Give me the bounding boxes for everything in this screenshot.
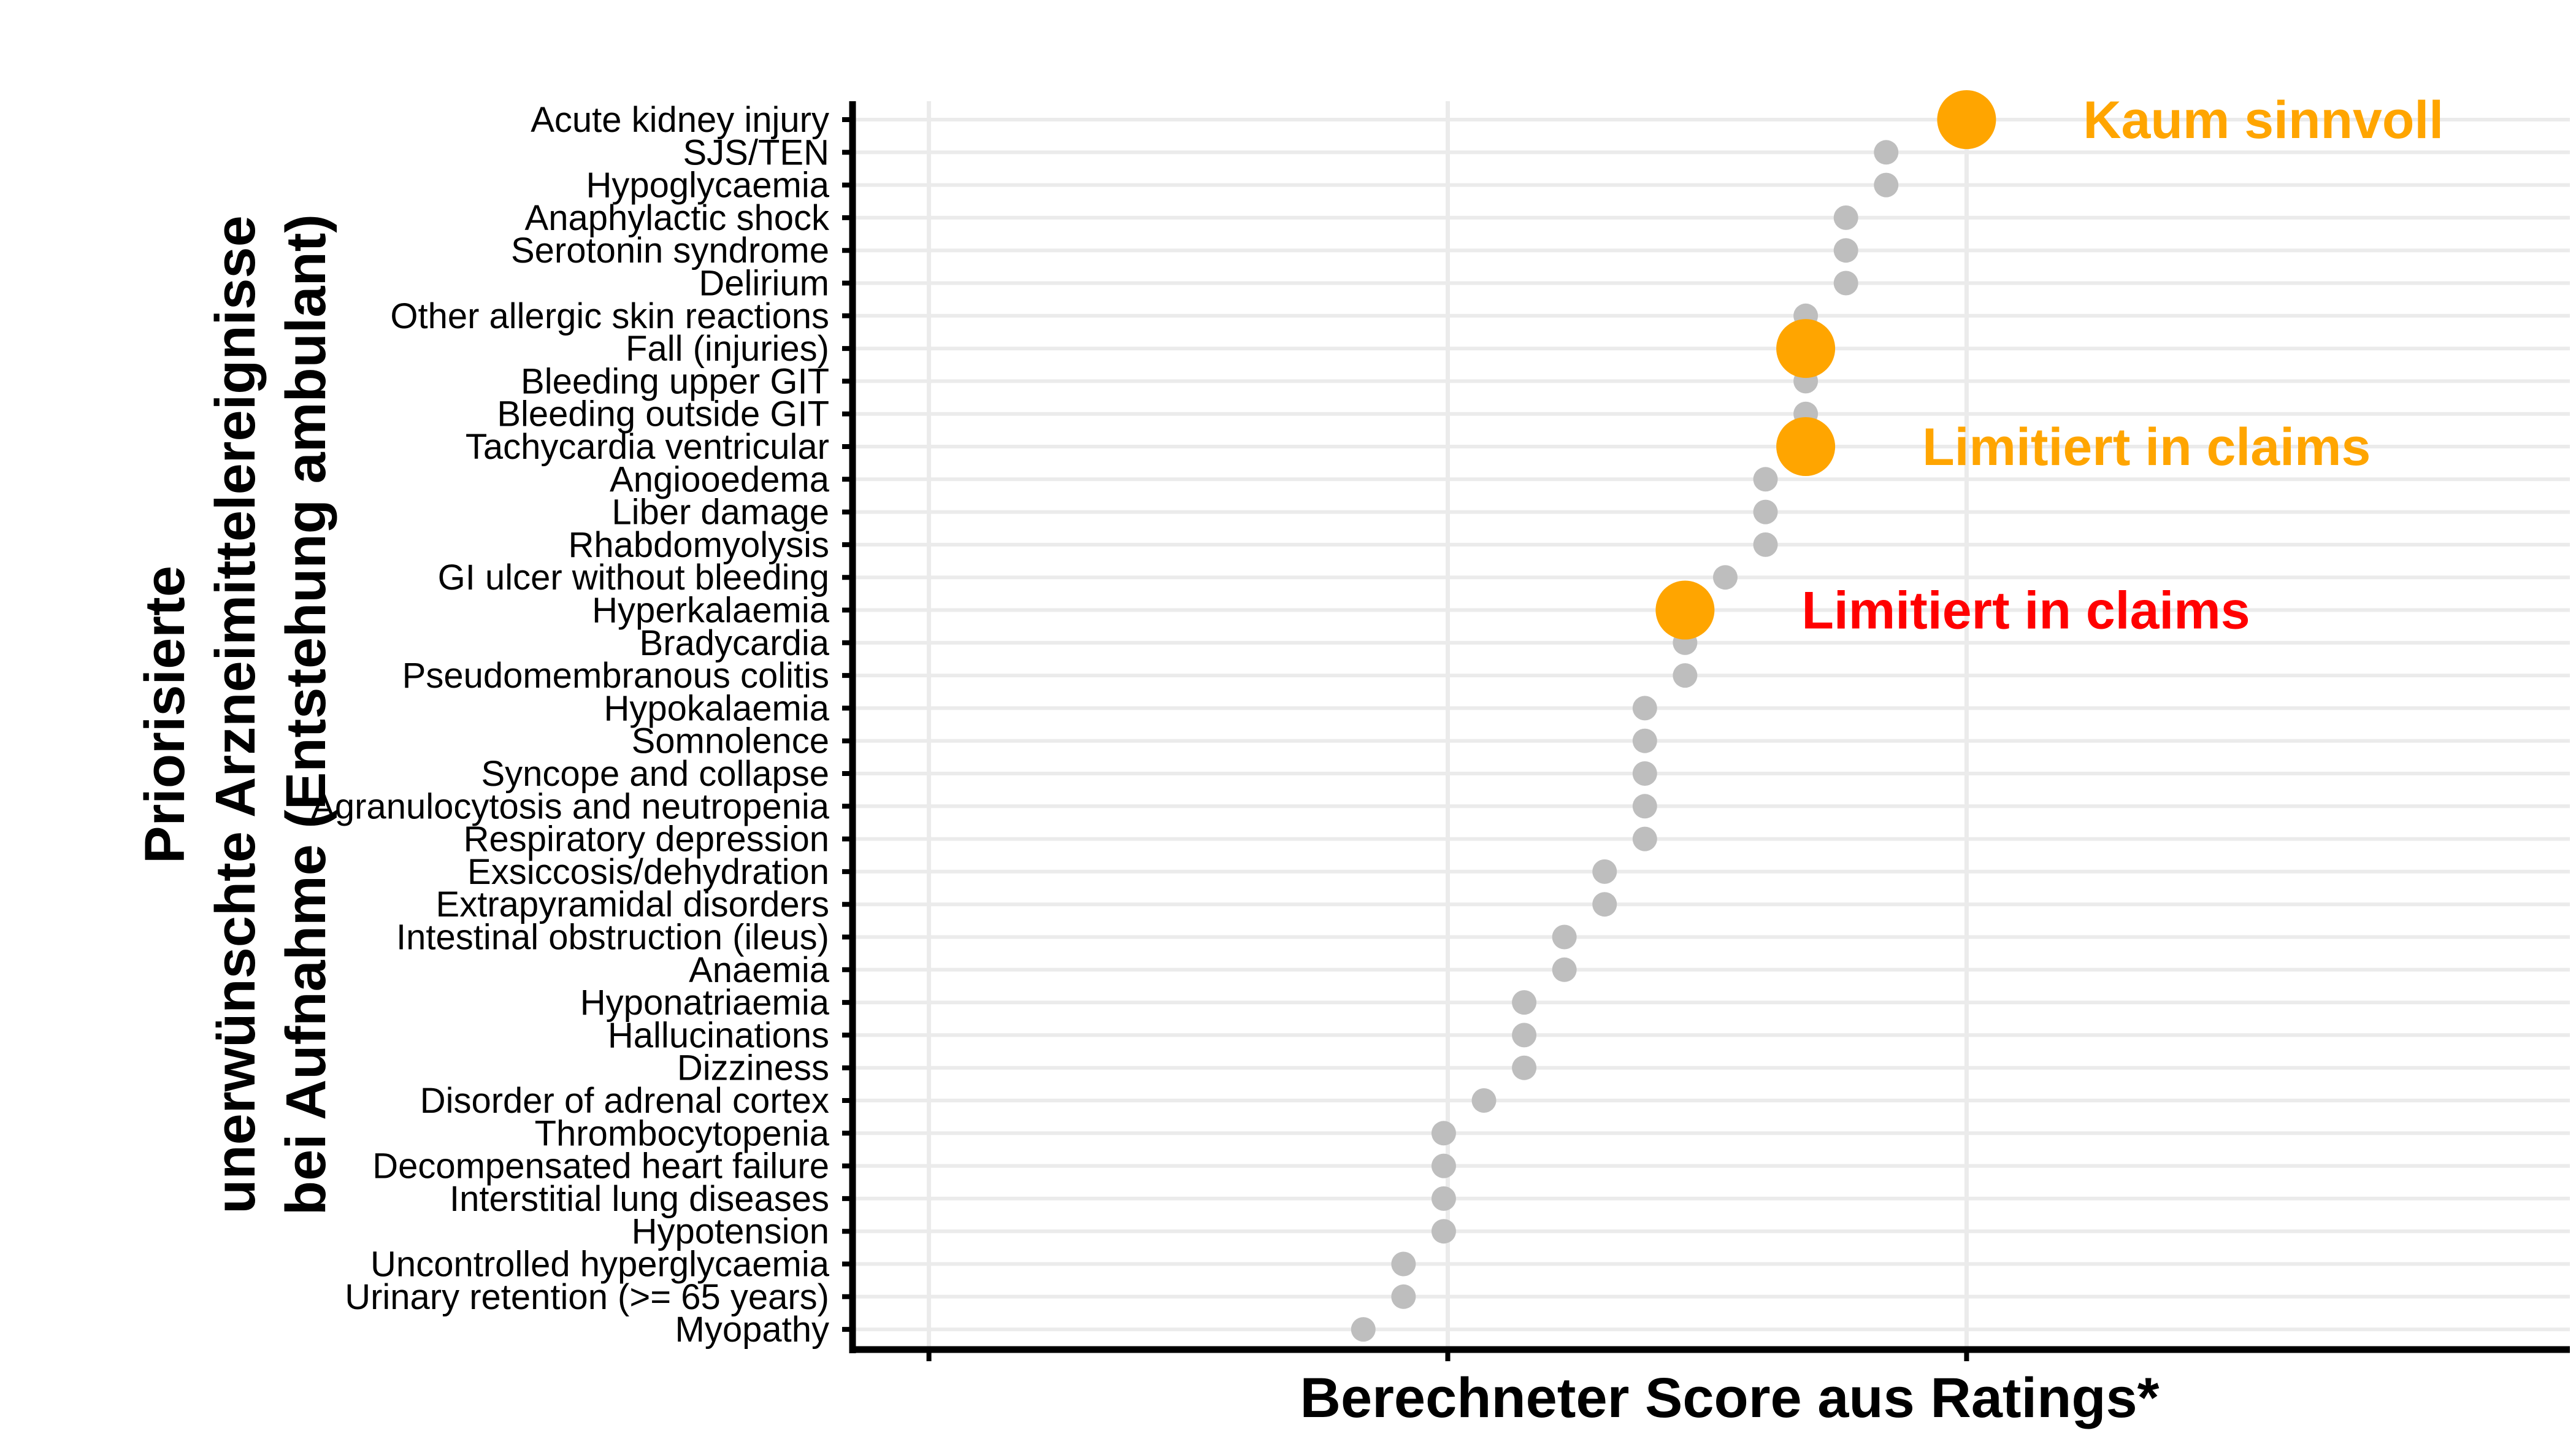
data-point — [1552, 924, 1577, 950]
data-point — [1431, 1121, 1456, 1146]
data-point — [1874, 140, 1899, 165]
data-point — [1753, 467, 1778, 492]
y-tick-label: Somnolence — [632, 721, 829, 761]
data-point — [1712, 565, 1738, 590]
data-point — [1431, 1153, 1456, 1178]
y-tick-label: Bleeding upper GIT — [521, 361, 829, 401]
annotations: Kaum sinnvoll Limitiert in claims Limitier… — [1801, 91, 2444, 640]
data-point — [1632, 728, 1657, 753]
data-point — [1431, 1219, 1456, 1244]
y-axis-title: Priorisierte unerwünschte Arzneimittelere… — [134, 214, 337, 1215]
y-tick-label: Serotonin syndrome — [511, 231, 829, 271]
y-tick-label: Hypotension — [632, 1212, 829, 1251]
points-layer — [1351, 90, 1996, 1342]
data-point — [1632, 794, 1657, 819]
annotation-label: Limitiert in claims — [1922, 418, 2371, 477]
y-tick-label: Syncope and collapse — [481, 754, 829, 794]
data-point — [1753, 532, 1778, 557]
y-tick-label: Bleeding outside GIT — [497, 394, 829, 434]
y-tick-label: Liber damage — [611, 493, 829, 532]
y-tick-label: Angiooedema — [610, 459, 830, 499]
data-point — [1833, 205, 1858, 230]
y-tick-label: Myopathy — [675, 1310, 829, 1350]
y-tick-label: Other allergic skin reactions — [390, 296, 829, 336]
data-point — [1632, 826, 1657, 851]
y-axis-title-line: unerwünschte Arzneimittelereignisse — [204, 215, 267, 1213]
y-tick-label: Agranulocytosis and neutropenia — [311, 786, 830, 826]
y-tick-label: Rhabdomyolysis — [568, 525, 829, 565]
data-point — [1391, 1284, 1416, 1309]
data-point — [1471, 1088, 1497, 1113]
y-axis-title-line: bei Aufnahme (Entstehung ambulant) — [275, 214, 337, 1215]
y-tick-label: Hyperkalaemia — [592, 591, 830, 631]
data-point — [1673, 663, 1698, 688]
y-tick-label: Delirium — [699, 264, 829, 304]
y-tick-label: Thrombocytopenia — [535, 1113, 830, 1153]
data-point — [1632, 761, 1657, 786]
y-tick-label: Intestinal obstruction (ileus) — [396, 918, 829, 958]
y-tick-label: Hyponatriaemia — [580, 983, 830, 1023]
y-tick-label: Fall (injuries) — [626, 329, 829, 369]
data-point — [1592, 859, 1617, 884]
data-point — [1833, 238, 1858, 263]
y-tick-label: Dizziness — [677, 1048, 829, 1088]
y-tick-label: Pseudomembranous colitis — [402, 656, 829, 696]
y-tick-label: Interstitial lung diseases — [450, 1179, 829, 1219]
data-point — [1592, 892, 1617, 917]
data-point — [1753, 499, 1778, 524]
data-point — [1552, 957, 1577, 982]
y-tick-label: Respiratory depression — [464, 820, 829, 859]
data-point — [1833, 271, 1858, 296]
axis-layer — [842, 101, 2570, 1361]
highlight-point — [1776, 319, 1836, 378]
data-point — [1632, 696, 1657, 721]
data-point — [1431, 1186, 1456, 1211]
data-point — [1874, 172, 1899, 198]
y-tick-label: Decompensated heart failure — [372, 1147, 829, 1186]
y-tick-label: GI ulcer without bleeding — [438, 558, 829, 597]
x-axis-title: Berechneter Score aus Ratings* — [1300, 1367, 2160, 1429]
y-axis-title-line: Priorisierte — [134, 566, 196, 864]
data-point — [1512, 1023, 1537, 1048]
highlight-point — [1776, 417, 1836, 476]
y-tick-label: Urinary retention (>= 65 years) — [345, 1277, 829, 1317]
y-tick-label: SJS/TEN — [683, 133, 830, 172]
y-tick-label: Exsiccosis/dehydration — [467, 852, 829, 892]
data-point — [1512, 1055, 1537, 1080]
y-tick-label: Hallucinations — [608, 1015, 829, 1055]
grid-layer — [853, 101, 2570, 1350]
data-point — [1391, 1251, 1416, 1277]
y-tick-label: Acute kidney injury — [531, 100, 829, 140]
y-tick-label: Anaphylactic shock — [525, 198, 830, 238]
highlight-point — [1937, 90, 1996, 149]
highlight-point — [1655, 580, 1715, 640]
y-tick-label: Anaemia — [689, 950, 830, 990]
y-tick-label: Tachycardia ventricular — [466, 427, 829, 467]
data-point — [1351, 1317, 1376, 1342]
annotation-label: Limitiert in claims — [1801, 582, 2250, 640]
y-tick-label: Extrapyramidal disorders — [436, 885, 829, 924]
category-labels: Acute kidney injurySJS/TENHypoglycaemiaA… — [311, 100, 830, 1350]
y-tick-label: Bradycardia — [640, 623, 830, 663]
y-tick-label: Hypokalaemia — [604, 688, 829, 728]
data-point — [1512, 990, 1537, 1015]
y-tick-label: Uncontrolled hyperglycaemia — [370, 1245, 830, 1285]
annotation-label: Kaum sinnvoll — [2083, 91, 2444, 150]
y-tick-label: Hypoglycaemia — [586, 166, 829, 206]
y-tick-label: Disorder of adrenal cortex — [420, 1081, 829, 1121]
